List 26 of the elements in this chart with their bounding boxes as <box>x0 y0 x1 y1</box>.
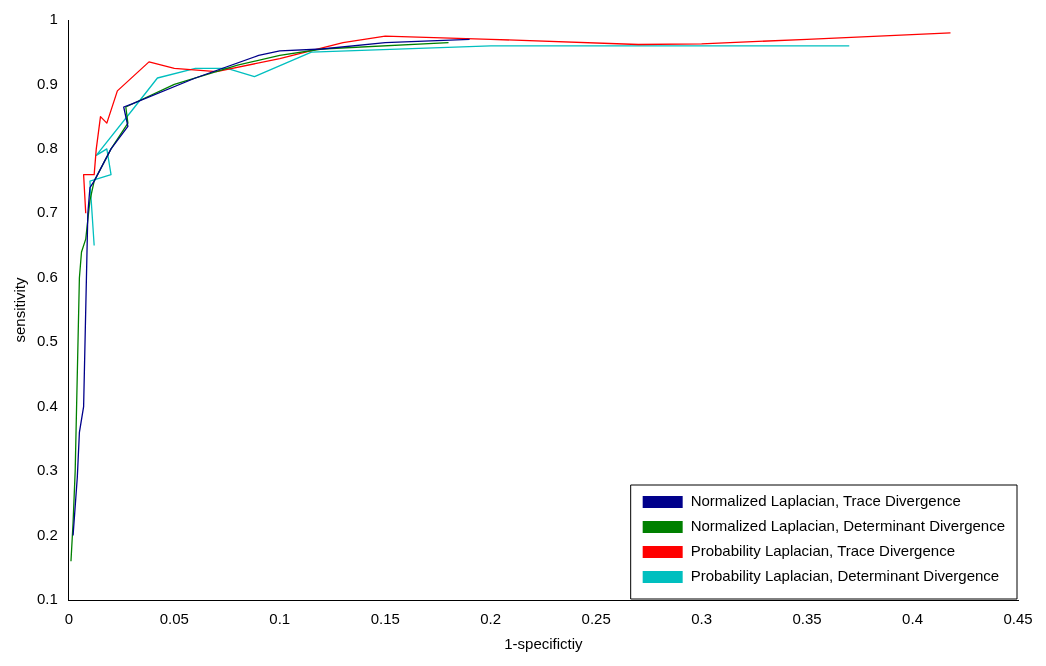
x-tick-label: 0.3 <box>691 610 713 628</box>
x-tick-label: 0.1 <box>269 610 291 628</box>
x-tick-label: 0.05 <box>159 610 189 628</box>
y-tick-label: 0.3 <box>36 461 58 479</box>
x-axis-title: 1-specifictiy <box>504 635 584 653</box>
x-tick-label: 0.2 <box>480 610 502 628</box>
x-tick-label: 0 <box>64 610 74 628</box>
x-tick-label: 0.4 <box>902 610 923 628</box>
y-tick-label: 0.8 <box>36 139 58 157</box>
y-tick-label: 0.2 <box>36 525 58 543</box>
y-tick-label: 0.4 <box>36 396 58 414</box>
legend-label: Probability Laplacian, Determinant Divergence <box>690 567 1000 585</box>
y-tick-label: 1 <box>49 10 58 28</box>
y-tick-label: 0.7 <box>36 203 58 221</box>
x-tick-label: 0.25 <box>581 610 611 628</box>
x-tick-label: 0.45 <box>1003 610 1033 628</box>
y-tick-label: 0.6 <box>36 267 58 285</box>
x-tick-label: 0.35 <box>792 610 822 628</box>
y-tick-label: 0.9 <box>36 74 58 92</box>
y-tick-label: 0.1 <box>36 590 58 608</box>
legend-label: Probability Laplacian, Trace Divergence <box>690 542 955 560</box>
legend-label: Normalized Laplacian, Determinant Divergence <box>690 517 1006 535</box>
y-tick-label: 0.5 <box>36 332 58 350</box>
y-axis-title: sensitivity <box>11 277 29 343</box>
x-tick-label: 0.15 <box>370 610 400 628</box>
legend-label: Normalized Laplacian, Trace Divergence <box>690 492 961 510</box>
